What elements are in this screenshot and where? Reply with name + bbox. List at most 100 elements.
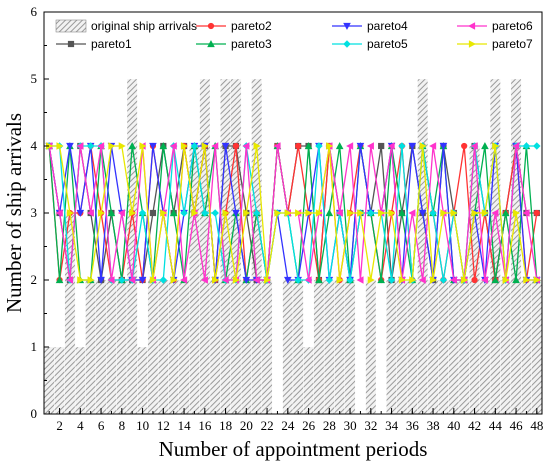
- original-arrival-bar: [521, 279, 532, 415]
- original-arrival-bar: [313, 279, 325, 415]
- pareto3-point: [304, 142, 313, 150]
- y-tick-label: 5: [31, 71, 38, 86]
- pareto3-point: [55, 276, 64, 284]
- legend-marker: [468, 22, 476, 30]
- pareto7-point: [512, 209, 520, 217]
- pareto5-point: [533, 142, 541, 150]
- pareto3-point: [128, 142, 136, 150]
- x-tick-label: 46: [510, 418, 524, 433]
- pareto5-point: [118, 276, 126, 284]
- pareto6-point: [117, 209, 125, 217]
- y-axis-title: Number of ship arrivals: [2, 113, 26, 313]
- pareto6-point: [107, 276, 115, 284]
- pareto7-point: [305, 209, 313, 217]
- x-tick-label: 44: [489, 418, 503, 433]
- x-tick-label: 24: [281, 418, 295, 433]
- pareto6-point: [387, 142, 395, 150]
- pareto-lines: [45, 142, 541, 284]
- pareto3-point: [315, 276, 323, 284]
- x-axis-ticks: 2 4 6 8 10 12 14 16 18 20 22 24 26 28 30 32 34 36 38 40 42 44…: [48, 408, 543, 433]
- pareto7-point: [429, 276, 437, 284]
- pareto4-point: [221, 142, 230, 150]
- pareto6-point: [76, 142, 84, 150]
- pareto6-point: [512, 142, 520, 150]
- pareto6-point: [522, 209, 530, 217]
- original-arrival-bar: [116, 279, 128, 415]
- pareto7-point: [108, 142, 116, 150]
- pareto6-point: [335, 209, 343, 217]
- x-tick-label: 32: [364, 418, 377, 433]
- pareto6-point: [491, 209, 499, 217]
- pareto3-point: [481, 142, 489, 150]
- original-arrival-bar: [240, 279, 252, 415]
- pareto4-point: [418, 209, 427, 217]
- legend-item: pareto4: [332, 19, 408, 33]
- pareto3-point: [325, 209, 334, 217]
- pareto7-point: [336, 276, 344, 284]
- x-tick-label: 14: [178, 418, 192, 433]
- pareto2-line: [48, 145, 538, 281]
- pareto7-point: [191, 209, 199, 217]
- pareto7-point: [263, 276, 271, 284]
- x-axis-title: Number of appointment periods: [159, 437, 428, 461]
- legend-swatch: [55, 19, 87, 33]
- pareto7-point: [170, 276, 178, 284]
- pareto6-point: [169, 142, 177, 150]
- original-arrival-bar: [500, 279, 512, 415]
- pareto6-point: [211, 142, 219, 150]
- y-tick-label: 3: [31, 205, 38, 220]
- pareto4-point: [284, 276, 292, 284]
- x-tick-label: 28: [323, 418, 336, 433]
- pareto7-point: [357, 209, 365, 217]
- pareto7-point: [222, 209, 230, 217]
- pareto4-point: [66, 142, 74, 150]
- x-tick-label: 6: [98, 418, 105, 433]
- pareto7-point: [326, 142, 334, 150]
- pareto7-point: [419, 142, 427, 150]
- pareto7-point: [243, 209, 251, 217]
- pareto7-point: [315, 209, 323, 217]
- y-tick-label: 2: [31, 272, 38, 287]
- pareto4-point: [439, 142, 448, 150]
- pareto1-point: [149, 209, 157, 217]
- pareto1-point: [378, 142, 385, 150]
- pareto2-point: [232, 142, 240, 150]
- pareto5-point: [190, 142, 199, 150]
- original-arrival-bar: [74, 346, 86, 415]
- legend-marker: [207, 22, 215, 30]
- pareto6-point: [429, 142, 437, 150]
- pareto2-point: [471, 276, 478, 284]
- pareto7-point: [502, 276, 510, 284]
- legend-item: original ship arrivals: [55, 19, 197, 33]
- original-arrival-bar: [168, 279, 180, 415]
- original-arrival-bar: [106, 279, 117, 415]
- y-tick-label: 1: [31, 339, 38, 354]
- legend-label: pareto2: [231, 19, 272, 33]
- original-arrival-bar: [458, 279, 470, 415]
- pareto7-point: [367, 276, 375, 284]
- original-arrival-bar: [323, 279, 335, 415]
- pareto7-point: [160, 209, 168, 217]
- pareto7-point: [533, 276, 541, 284]
- pareto7-point: [232, 276, 240, 284]
- pareto7-point: [180, 142, 188, 150]
- pareto6-point: [66, 276, 74, 284]
- pareto3-point: [107, 209, 116, 217]
- pareto4-point: [76, 209, 85, 217]
- legend-marker: [343, 22, 351, 30]
- pareto4-point: [97, 276, 105, 284]
- pareto6-point: [180, 276, 188, 284]
- pareto5-point: [367, 209, 375, 217]
- legend-label: pareto6: [492, 19, 533, 33]
- legend-label: pareto3: [231, 37, 272, 51]
- pareto7-point: [461, 276, 469, 284]
- y-tick-label: 4: [31, 138, 38, 153]
- y-tick-label: 0: [31, 406, 38, 421]
- pareto6-point: [346, 142, 354, 150]
- pareto7-point: [201, 142, 209, 150]
- original-arrival-bar: [126, 78, 138, 415]
- pareto6-point: [221, 276, 229, 284]
- pareto7-point: [56, 142, 64, 150]
- original-arrival-bar: [386, 279, 397, 415]
- x-tick-label: 36: [406, 418, 420, 433]
